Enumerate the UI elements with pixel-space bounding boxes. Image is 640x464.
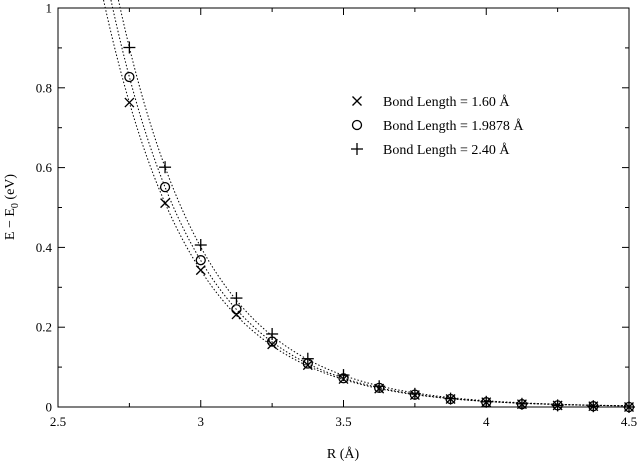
data-markers [123, 41, 635, 413]
x-marker-stroke [124, 97, 135, 108]
x-marker-stroke [267, 339, 278, 350]
fit-curve [110, 0, 630, 407]
y-tick-label: 0.8 [36, 80, 52, 95]
y-axis-label-unit: (eV) [3, 174, 18, 203]
data-point-plus [408, 387, 421, 400]
x-marker-stroke [231, 309, 242, 320]
data-point-plus [123, 41, 136, 54]
data-point-plus [587, 400, 600, 413]
x-tick-label: 3 [198, 414, 205, 429]
x-tick-label: 4 [483, 414, 490, 429]
y-axis-ticks: 0 0.2 0.4 0.6 0.8 1 [36, 1, 629, 415]
data-point-circle [159, 182, 171, 193]
data-point-circle [231, 304, 242, 315]
data-point-plus [194, 239, 207, 252]
data-point-plus [266, 327, 279, 340]
circle-marker-shape [351, 119, 363, 131]
legend-marker-plus [351, 143, 363, 155]
fit-curve [103, 0, 630, 407]
legend-label: Bond Length = 2.40 Å [383, 142, 510, 158]
y-axis-label-main: E − E [3, 208, 18, 240]
legend-label: Bond Length = 1.9878 Å [383, 118, 524, 134]
data-point-plus [515, 397, 528, 410]
data-point-x [267, 339, 278, 350]
circle-marker-shape [124, 71, 135, 83]
x-marker-stroke [195, 265, 206, 276]
x-tick-label: 4.5 [621, 414, 637, 429]
legend-marker-circle [351, 119, 363, 131]
fit-curve [117, 0, 630, 407]
y-tick-label: 0.4 [36, 240, 53, 255]
x-tick-label: 3.5 [335, 414, 351, 429]
data-point-plus [159, 161, 172, 174]
y-axis-label-subscript: 0 [10, 203, 21, 208]
plot-frame [57, 7, 630, 408]
circle-marker-shape [195, 255, 206, 266]
data-point-plus [444, 392, 457, 405]
legend-marker-x [352, 96, 362, 106]
data-point-plus [337, 369, 350, 382]
y-tick-label: 0.2 [36, 320, 52, 335]
data-point-x [302, 360, 313, 371]
y-axis-label: E − E0 (eV) [3, 174, 21, 240]
x-marker-stroke [160, 198, 171, 209]
x-axis-ticks: 2.5 3 3.5 4 4.5 [50, 8, 637, 429]
data-point-x [231, 309, 242, 320]
y-tick-label: 1 [46, 1, 53, 16]
fit-curves [103, 0, 630, 407]
data-point-circle [124, 71, 135, 83]
legend-label: Bond Length = 1.60 Å [383, 94, 510, 110]
data-point-plus [373, 380, 386, 393]
data-point-plus [230, 292, 243, 305]
x-axis-label: R (Å) [327, 446, 360, 462]
circle-marker-shape [231, 304, 242, 315]
x-tick-label: 2.5 [50, 414, 66, 429]
data-point-circle [195, 255, 206, 266]
y-tick-label: 0.6 [36, 160, 53, 175]
data-point-plus [301, 352, 314, 365]
circle-marker-shape [159, 182, 171, 193]
data-point-x [195, 265, 206, 276]
y-tick-label: 0 [46, 400, 53, 415]
legend: Bond Length = 1.60 Å Bond Length = 1.9878… [351, 94, 524, 158]
data-point-x [160, 198, 171, 209]
data-point-x [124, 97, 135, 108]
x-marker-stroke [352, 96, 362, 106]
x-marker-stroke [302, 360, 313, 371]
